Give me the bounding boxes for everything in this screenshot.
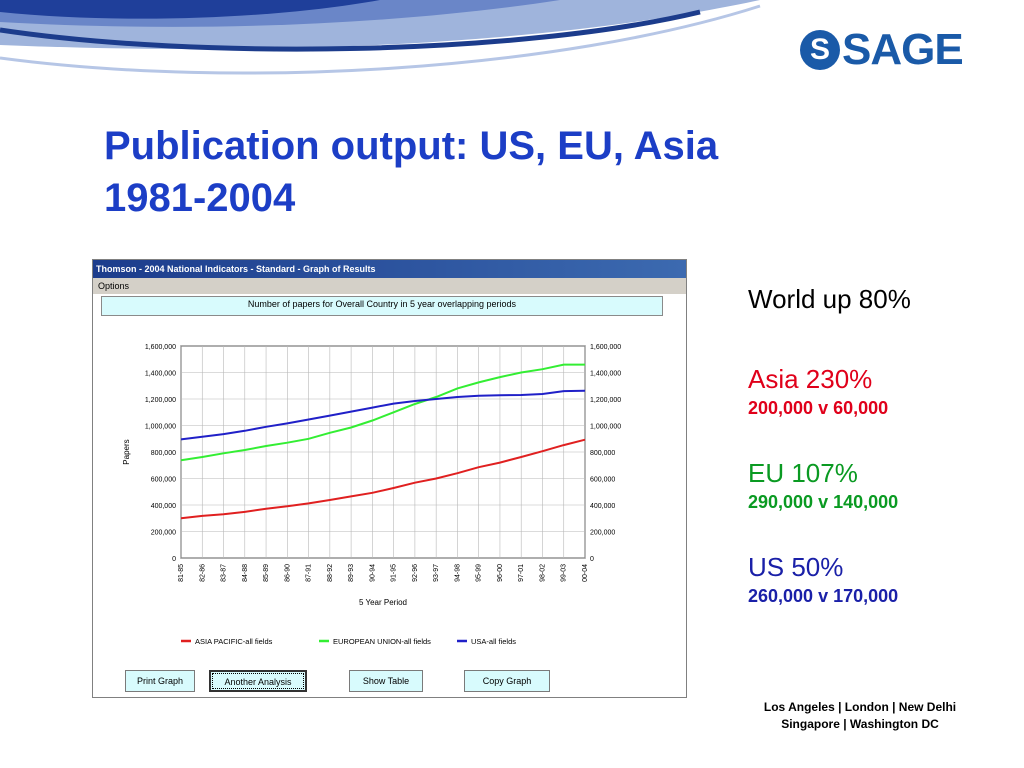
x-tick-label: 96-00 (497, 564, 504, 582)
legend-label-0: ASIA PACIFIC-all fields (195, 637, 273, 646)
y-tick-label-right: 1,600,000 (590, 344, 621, 351)
x-tick-label: 81-85 (178, 564, 185, 582)
x-tick-label: 82-86 (199, 564, 206, 582)
stats-panel: World up 80% Asia 230% 200,000 v 60,000 … (748, 282, 1018, 608)
chart-title: Number of papers for Overall Country in … (101, 296, 663, 316)
y-tick-label-left: 1,200,000 (145, 397, 176, 404)
y-tick-label-left: 0 (172, 556, 176, 563)
series-line-1 (180, 363, 585, 462)
x-tick-label: 98-02 (539, 564, 546, 582)
x-tick-label: 92-96 (412, 564, 419, 582)
footer-line1: Los Angeles | London | New Delhi (763, 700, 957, 714)
slide-title: Publication output: US, EU, Asia 1981-20… (104, 120, 718, 224)
legend-label-1: EUROPEAN UNION-all fields (333, 637, 431, 646)
y-tick-label-right: 1,000,000 (590, 424, 621, 431)
slide-title-line1: Publication output: US, EU, Asia (104, 124, 719, 168)
eu-stat-detail: 290,000 v 140,000 (748, 492, 899, 512)
header-swoosh-graphic (0, 0, 761, 75)
us-stat-heading: US 50% (748, 552, 844, 582)
x-tick-label: 87-91 (306, 564, 313, 582)
x-tick-label: 95-99 (476, 564, 483, 582)
window-menubar: Options (93, 278, 686, 294)
y-tick-label-left: 200,000 (151, 530, 176, 537)
world-stat: World up 80% (748, 284, 911, 314)
us-stat-detail: 260,000 v 170,000 (748, 586, 899, 606)
x-tick-label: 83-87 (221, 564, 228, 582)
footer-line2: Singapore | Washington DC (781, 717, 939, 731)
x-tick-label: 84-88 (242, 564, 249, 582)
asia-stat-detail: 200,000 v 60,000 (748, 398, 889, 418)
x-tick-label: 88-92 (327, 564, 334, 582)
slide-title-line2: 1981-2004 (104, 176, 296, 220)
sage-logo: S SAGE (800, 24, 970, 76)
x-tick-label: 99-03 (561, 564, 568, 582)
line-chart: 0 0 200,000 200,000 400,000 400,000 600,000 600… (122, 344, 621, 646)
y-tick-label-left: 1,600,000 (145, 344, 176, 351)
x-tick-label: 97-01 (518, 564, 525, 582)
y-tick-label-right: 600,000 (590, 477, 615, 484)
y-tick-label-left: 800,000 (151, 450, 176, 457)
y-tick-label-left: 600,000 (151, 477, 176, 484)
y-tick-label-left: 1,000,000 (145, 424, 176, 431)
x-tick-label: 93-97 (433, 564, 440, 582)
x-axis-label: 5 Year Period (359, 598, 407, 607)
another-analysis-button[interactable]: Another Analysis (209, 670, 307, 692)
x-tick-label: 00-04 (582, 564, 589, 582)
show-table-button[interactable]: Show Table (349, 670, 423, 692)
y-axis-label: Papers (122, 439, 131, 464)
y-tick-label-right: 200,000 (590, 530, 615, 537)
y-tick-label-right: 1,200,000 (590, 397, 621, 404)
y-tick-label-right: 400,000 (590, 503, 615, 510)
x-tick-label: 85-89 (263, 564, 270, 582)
y-tick-label-left: 1,400,000 (145, 371, 176, 378)
eu-stat-heading: EU 107% (748, 458, 858, 488)
menu-item-options[interactable]: Options (98, 281, 130, 291)
window-titlebar: Thomson - 2004 National Indicators - Sta… (93, 260, 686, 278)
x-tick-label: 86-90 (284, 564, 291, 582)
series-line-2 (180, 389, 586, 441)
legend-label-2: USA-all fields (471, 637, 516, 646)
sage-logo-mark: S (800, 30, 840, 70)
results-window: Thomson - 2004 National Indicators - Sta… (92, 259, 687, 698)
print-graph-button[interactable]: Print Graph (125, 670, 195, 692)
x-tick-label: 91-95 (391, 564, 398, 582)
asia-stat-heading: Asia 230% (748, 364, 873, 394)
y-tick-label-right: 800,000 (590, 450, 615, 457)
series-line-0 (180, 438, 586, 520)
x-tick-label: 94-98 (454, 564, 461, 582)
x-tick-label: 90-94 (369, 564, 376, 582)
footer-locations: Los Angeles | London | New Delhi Singapo… (730, 699, 990, 733)
y-tick-label-right: 1,400,000 (590, 371, 621, 378)
copy-graph-button[interactable]: Copy Graph (464, 670, 550, 692)
y-tick-label-right: 0 (590, 556, 594, 563)
x-tick-label: 89-93 (348, 564, 355, 582)
sage-logo-text: SAGE (842, 25, 964, 74)
y-tick-label-left: 400,000 (151, 503, 176, 510)
